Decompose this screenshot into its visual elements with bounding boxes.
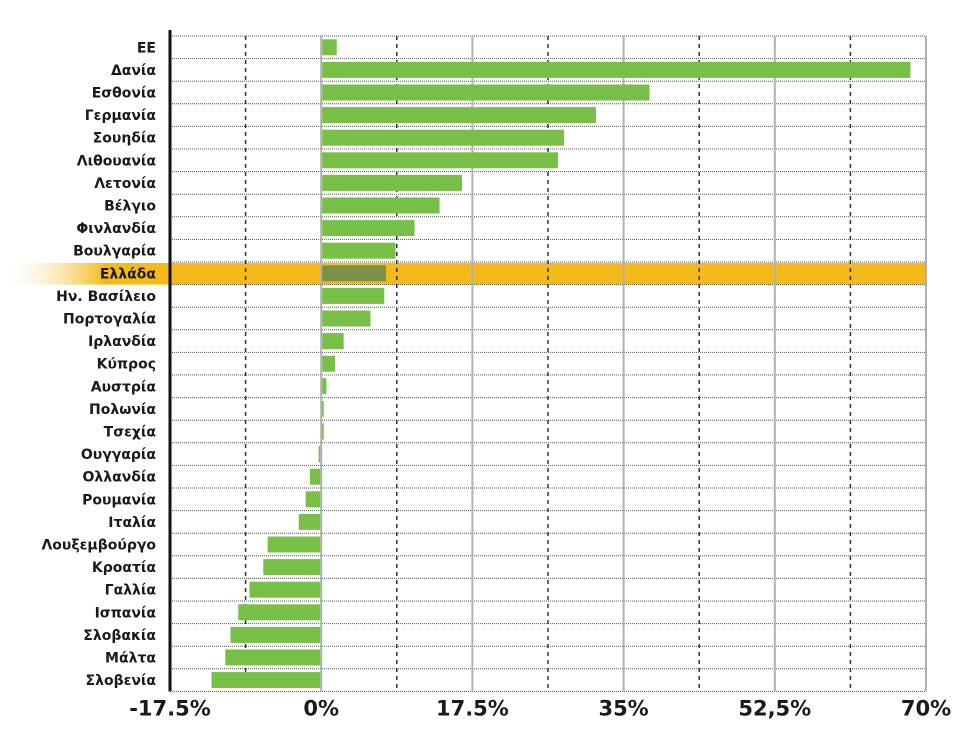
category-label: Λετονία <box>94 176 156 192</box>
bar-4 <box>322 129 564 146</box>
bar-20 <box>305 491 321 508</box>
category-label: Ρουμανία <box>82 492 156 508</box>
highlight-band-layer <box>0 263 926 285</box>
category-label: Σλοβακία <box>83 628 156 644</box>
category-label: Γαλλία <box>105 583 157 599</box>
bar-25 <box>238 604 321 621</box>
category-label: Ουγγαρία <box>81 447 157 463</box>
bar-7 <box>322 197 440 214</box>
bar-2 <box>322 84 650 101</box>
category-label: Ιταλία <box>108 515 156 531</box>
category-labels-layer: ΕΕ Δανία Εσθονία Γερμανία Σουηδία Λιθουανία Λε… <box>41 40 156 689</box>
category-label: Ολλανδία <box>83 470 157 486</box>
bar-22 <box>267 536 321 553</box>
category-label: Ελλάδα <box>100 266 157 282</box>
bar-13 <box>322 333 344 350</box>
category-label: Φινλανδία <box>76 221 156 237</box>
bar-14 <box>322 355 336 372</box>
tick-labels-layer: -17.5% 0% 17.5% 35% 52,5% 70% <box>129 696 951 720</box>
x-tick-label: 17.5% <box>436 696 509 720</box>
bar-5 <box>322 152 558 169</box>
bar-6 <box>322 174 463 191</box>
bar-24 <box>249 581 321 598</box>
category-label: Κροατία <box>92 560 156 576</box>
bar-11 <box>322 287 385 304</box>
category-label: Λουξεμβούργο <box>41 538 156 554</box>
category-label: Ην. Βασίλειο <box>56 289 156 305</box>
bar-28 <box>211 672 321 689</box>
bars-layer <box>211 39 911 689</box>
bar-26 <box>230 626 321 643</box>
category-label: Σουηδία <box>93 131 157 147</box>
x-tick-label: 52,5% <box>738 696 811 720</box>
x-tick-label: 0% <box>303 696 339 720</box>
bar-8 <box>322 220 415 237</box>
bar-23 <box>263 559 321 576</box>
category-label: ΕΕ <box>137 40 156 56</box>
bar-27 <box>225 649 321 666</box>
category-label: Βουλγαρία <box>73 244 156 260</box>
category-label: Τσεχία <box>104 425 157 441</box>
category-label: Ιρλανδία <box>88 334 156 350</box>
category-label: Πολωνία <box>89 402 156 418</box>
bar-1 <box>322 61 911 78</box>
category-label: Λιθουανία <box>77 153 157 169</box>
bar-15 <box>322 378 327 395</box>
highlight-band <box>105 263 926 285</box>
bar-10 <box>322 265 386 282</box>
bar-9 <box>322 242 396 259</box>
bar-16 <box>322 400 324 417</box>
bar-21 <box>298 513 321 530</box>
bar-0 <box>322 39 337 56</box>
bar-12 <box>322 310 371 327</box>
category-label: Πορτογαλία <box>63 312 156 328</box>
category-label: Αυστρία <box>91 379 157 395</box>
category-label: Ισπανία <box>95 605 157 621</box>
highlight-fade <box>0 263 105 285</box>
category-label: Μάλτα <box>105 651 156 667</box>
bar-3 <box>322 107 596 124</box>
bar-19 <box>309 468 321 485</box>
category-label: Σλοβενία <box>86 673 157 689</box>
x-tick-label: 70% <box>901 696 951 720</box>
category-label: Εσθονία <box>92 86 157 102</box>
bar-18 <box>318 446 321 463</box>
x-tick-label: -17.5% <box>129 696 211 720</box>
category-label: Γερμανία <box>85 108 157 124</box>
category-label: Βέλγιο <box>104 199 156 215</box>
category-label: Κύπρος <box>97 357 156 373</box>
bar-17 <box>322 423 324 440</box>
x-tick-label: 35% <box>598 696 648 720</box>
category-label: Δανία <box>111 63 156 79</box>
